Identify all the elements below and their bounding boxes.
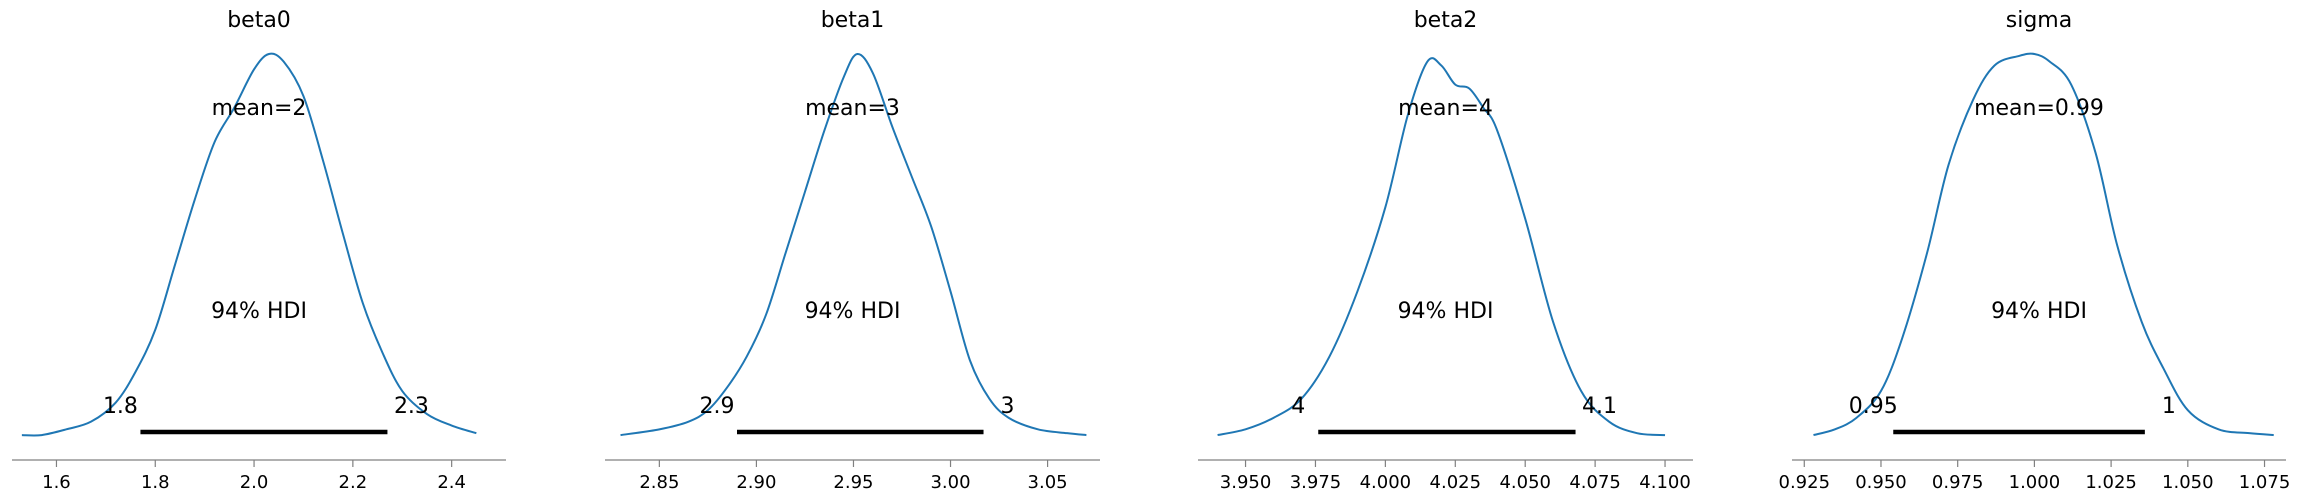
x-tick-label: 1.025 bbox=[2085, 472, 2137, 493]
x-tick-label: 1.075 bbox=[2239, 472, 2291, 493]
mean-label: mean=4 bbox=[1398, 96, 1493, 121]
hdi-high-label: 2.3 bbox=[394, 394, 429, 419]
panel-beta1: beta1 mean=3 94% HDI 2.9 3 2.85 2.90 2.95 3.00 3.… bbox=[605, 8, 1100, 493]
x-tick-label: 1.8 bbox=[141, 472, 170, 493]
density-curve bbox=[21, 52, 477, 437]
hdi-label: 94% HDI bbox=[211, 299, 307, 324]
hdi-label: 94% HDI bbox=[805, 299, 901, 324]
panel-title: beta2 bbox=[1414, 8, 1478, 33]
x-tick-label: 2.90 bbox=[736, 472, 776, 493]
x-tick-label: 4.100 bbox=[1639, 472, 1691, 493]
x-tick-label: 0.925 bbox=[1779, 472, 1831, 493]
x-tick-label: 4.025 bbox=[1430, 472, 1482, 493]
x-tick-label: 3.950 bbox=[1220, 472, 1272, 493]
x-tick-label: 3.05 bbox=[1028, 472, 1068, 493]
panel-sigma: sigma mean=0.99 94% HDI 0.95 1 0.925 0.950 0.97… bbox=[1779, 8, 2291, 493]
density-curve bbox=[1813, 52, 2274, 437]
panel-beta2: beta2 mean=4 94% HDI 4 4.1 3.950 3.975 4.000 4.0… bbox=[1198, 8, 1693, 493]
hdi-high-label: 3 bbox=[1001, 394, 1015, 419]
panel-beta0: beta0 mean=2 94% HDI 1.8 2.3 1.6 1.8 2.0 2.2 2.4 bbox=[12, 8, 506, 493]
density-curve bbox=[620, 53, 1087, 437]
x-tick-label: 1.050 bbox=[2162, 472, 2214, 493]
hdi-high-label: 4.1 bbox=[1582, 394, 1617, 419]
hdi-label: 94% HDI bbox=[1991, 299, 2087, 324]
x-tick-label: 4.000 bbox=[1360, 472, 1412, 493]
x-tick-label: 2.2 bbox=[339, 472, 368, 493]
x-tick-label: 2.4 bbox=[437, 472, 466, 493]
panel-title: beta1 bbox=[821, 8, 885, 33]
x-tick-label: 3.00 bbox=[930, 472, 970, 493]
x-tick-label: 1.6 bbox=[42, 472, 71, 493]
x-tick-label: 4.075 bbox=[1569, 472, 1621, 493]
mean-label: mean=3 bbox=[805, 96, 900, 121]
x-tick-label: 3.975 bbox=[1290, 472, 1342, 493]
x-tick-label: 0.975 bbox=[1932, 472, 1984, 493]
panel-title: beta0 bbox=[227, 8, 291, 33]
x-tick-label: 2.0 bbox=[240, 472, 269, 493]
hdi-low-label: 4 bbox=[1291, 394, 1305, 419]
x-tick-label: 4.050 bbox=[1499, 472, 1551, 493]
hdi-low-label: 0.95 bbox=[1849, 394, 1898, 419]
density-curve bbox=[1217, 57, 1666, 437]
mean-label: mean=2 bbox=[212, 96, 307, 121]
x-tick-label: 2.85 bbox=[639, 472, 679, 493]
x-tick-label: 0.950 bbox=[1855, 472, 1907, 493]
hdi-high-label: 1 bbox=[2162, 394, 2176, 419]
hdi-low-label: 2.9 bbox=[700, 394, 735, 419]
hdi-low-label: 1.8 bbox=[103, 394, 138, 419]
hdi-label: 94% HDI bbox=[1398, 299, 1494, 324]
x-tick-label: 1.000 bbox=[2009, 472, 2061, 493]
mean-label: mean=0.99 bbox=[1974, 96, 2104, 121]
x-tick-label: 2.95 bbox=[833, 472, 873, 493]
panel-title: sigma bbox=[2006, 8, 2072, 33]
